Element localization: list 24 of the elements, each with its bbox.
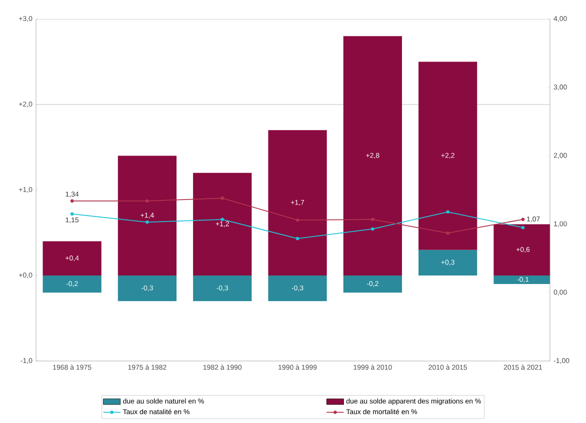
point — [296, 236, 300, 240]
bar — [193, 172, 252, 276]
point — [220, 196, 224, 200]
point — [371, 218, 374, 222]
bar — [118, 276, 177, 302]
point — [70, 199, 74, 203]
point — [521, 218, 525, 222]
bar — [418, 250, 478, 276]
point — [521, 226, 525, 230]
point — [70, 212, 74, 216]
bar — [343, 276, 402, 293]
bar — [42, 241, 102, 276]
point — [446, 210, 450, 214]
bar — [268, 130, 327, 276]
bar — [118, 156, 177, 276]
point — [446, 231, 450, 235]
bar — [42, 276, 102, 293]
point — [296, 218, 300, 222]
point — [371, 227, 374, 231]
point — [146, 220, 149, 224]
bar — [268, 276, 327, 302]
bar — [193, 276, 252, 302]
bar — [418, 62, 478, 250]
bar — [343, 36, 402, 276]
